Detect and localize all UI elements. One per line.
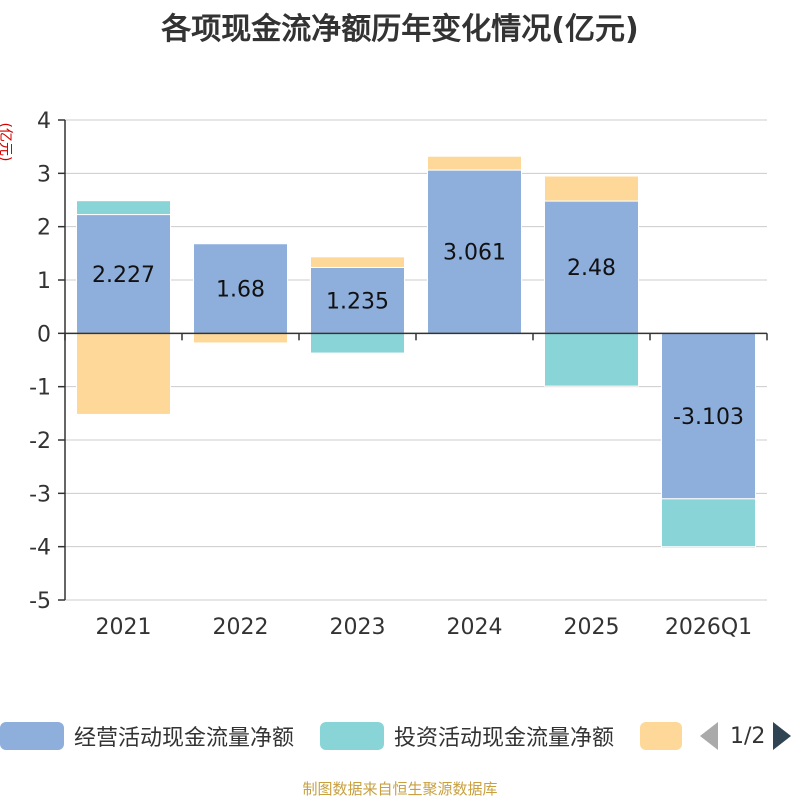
bar-segment [661,332,756,500]
bar-segment [193,243,288,334]
x-tick-label: 2023 [330,615,386,640]
bar-segment [661,498,756,548]
x-tick-label: 2022 [213,615,269,640]
bar-segment [544,332,639,387]
legend-item-financing[interactable] [640,716,682,756]
y-tick-label: 4 [37,109,51,134]
bar-segment [76,200,171,216]
bar-value-label: 1.68 [216,278,265,303]
bar-segment [76,214,171,334]
legend-item-operating[interactable]: 经营活动现金流量净额 [0,716,294,756]
x-tick-label: 2025 [564,615,620,640]
y-tick-label: -2 [29,429,51,454]
y-tick-label: 1 [37,269,51,294]
y-tick-label: -5 [29,589,51,614]
legend-swatch-financing [640,722,682,750]
bar-value-label: 2.227 [92,263,155,288]
bar-segment [310,332,405,354]
bar-value-label: 3.061 [443,241,506,266]
bar-segment [310,256,405,268]
x-tick-label: 2026Q1 [665,615,752,640]
chart-title: 各项现金流净额历年变化情况(亿元) [161,12,639,47]
legend: 经营活动现金流量净额 投资活动现金流量净额 [0,716,800,756]
bar-segment [544,200,639,334]
x-tick-label: 2024 [447,615,503,640]
page-indicator: 1/2 [730,723,766,749]
bar-value-label: -3.103 [673,405,744,430]
legend-swatch-investing [320,722,384,750]
x-tick-label: 2021 [96,615,152,640]
legend-item-investing[interactable]: 投资活动现金流量净额 [320,716,614,756]
legend-swatch-operating [0,722,64,750]
bar-value-label: 2.48 [567,256,616,281]
bar-value-label: 1.235 [326,289,389,314]
y-tick-label: 3 [37,162,51,187]
bar-segment [193,332,288,344]
bar-segment [427,169,522,334]
chart-plot: 4 3 2 1 0 -1 -2 -3 -4 -5 2.227 1.68 1.235 3.061 2.48 -3… [29,109,768,640]
prev-page-icon[interactable] [700,722,718,750]
bar-segment [661,546,756,549]
y-tick-label: -4 [29,536,51,561]
y-tick-label: -1 [29,376,51,401]
bar-segment [427,155,522,171]
bar-segment [76,332,171,415]
next-page-icon[interactable] [773,722,792,750]
bar-segment [544,175,639,202]
y-tick-label: -3 [29,482,51,507]
y-tick-label: 0 [37,322,51,347]
y-tick-label: 2 [37,216,51,241]
legend-label-operating: 经营活动现金流量净额 [74,726,295,751]
legend-label-investing: 投资活动现金流量净额 [394,726,615,751]
legend-pager: 1/2 [700,716,792,756]
data-source: 制图数据来自恒生聚源数据库 [302,780,498,798]
